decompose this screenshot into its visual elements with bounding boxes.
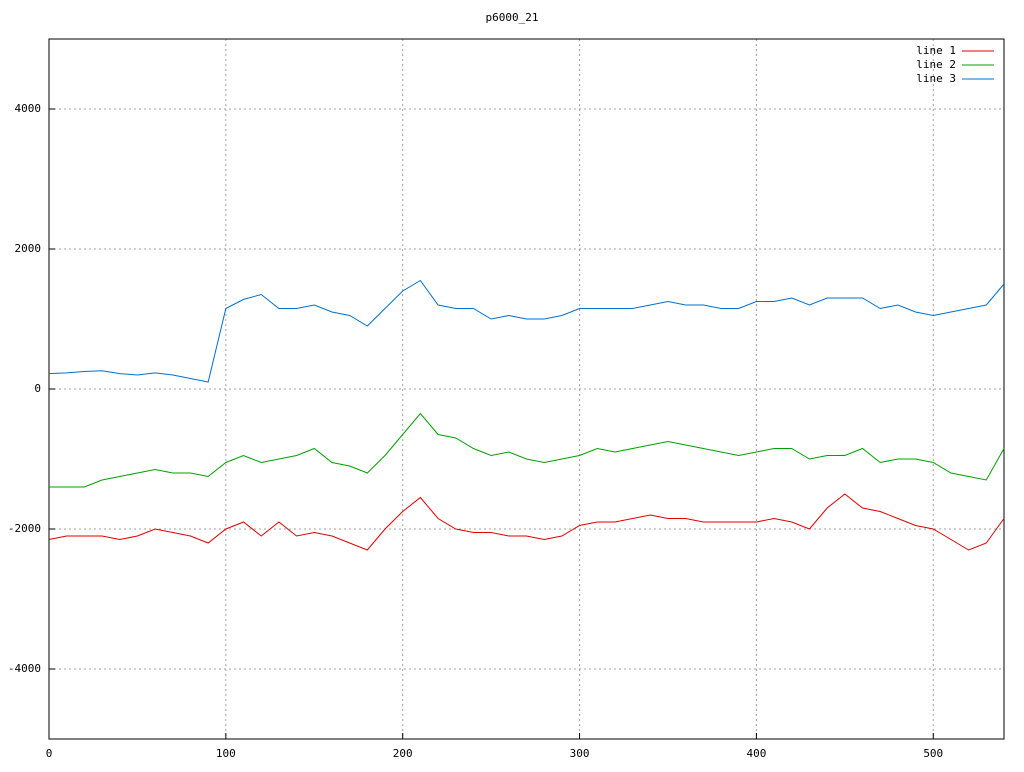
y-tick-label: 4000 bbox=[15, 102, 42, 115]
legend-label: line 3 bbox=[916, 72, 956, 85]
line bbox=[48, 279, 1005, 383]
x-tick-label: 0 bbox=[46, 747, 53, 760]
x-tick-label: 400 bbox=[746, 747, 766, 760]
plot-frame bbox=[48, 38, 1005, 740]
x-tick-label: 100 bbox=[216, 747, 236, 760]
legend-label: line 1 bbox=[916, 44, 956, 57]
line bbox=[48, 493, 1005, 551]
legend-label: line 2 bbox=[916, 58, 956, 71]
x-tick-label: 300 bbox=[570, 747, 590, 760]
x-tick-label: 200 bbox=[393, 747, 413, 760]
y-tick-label: -4000 bbox=[8, 662, 41, 675]
y-tick-label: -2000 bbox=[8, 522, 41, 535]
chart-title: p6000_21 bbox=[486, 11, 539, 24]
y-tick-label: 0 bbox=[34, 382, 41, 395]
x-tick-label: 500 bbox=[923, 747, 943, 760]
line bbox=[49, 412, 1005, 488]
y-tick-label: 2000 bbox=[15, 242, 42, 255]
